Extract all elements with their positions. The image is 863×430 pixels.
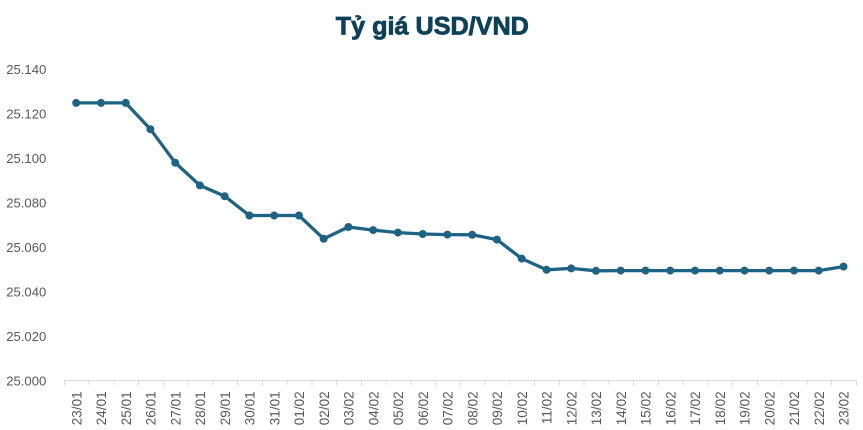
svg-text:31/01: 31/01: [267, 391, 282, 425]
svg-text:25.080: 25.080: [6, 196, 46, 211]
svg-text:13/02: 13/02: [589, 391, 604, 425]
svg-text:17/02: 17/02: [688, 391, 703, 425]
svg-text:24/01: 24/01: [94, 391, 109, 425]
svg-text:22/02: 22/02: [812, 391, 827, 425]
svg-text:19/02: 19/02: [738, 391, 753, 425]
svg-text:11/02: 11/02: [540, 391, 555, 424]
svg-text:10/02: 10/02: [515, 391, 530, 425]
svg-text:05/02: 05/02: [391, 391, 406, 425]
svg-text:25.000: 25.000: [6, 373, 46, 388]
svg-text:23/01: 23/01: [69, 391, 84, 425]
svg-text:18/02: 18/02: [713, 391, 728, 425]
svg-text:25.140: 25.140: [6, 62, 46, 77]
svg-text:08/02: 08/02: [465, 391, 480, 425]
svg-text:25.020: 25.020: [6, 329, 46, 344]
svg-text:Tỷ giá USD/VND: Tỷ giá USD/VND: [336, 13, 529, 41]
svg-text:16/02: 16/02: [663, 391, 678, 425]
svg-text:30/01: 30/01: [243, 391, 258, 425]
svg-text:25/01: 25/01: [119, 391, 134, 425]
svg-text:21/02: 21/02: [787, 391, 802, 425]
svg-text:07/02: 07/02: [441, 391, 456, 425]
svg-text:09/02: 09/02: [490, 391, 505, 425]
svg-text:01/02: 01/02: [292, 391, 307, 425]
svg-text:29/01: 29/01: [218, 391, 233, 425]
svg-text:23/02: 23/02: [837, 391, 852, 425]
svg-text:28/01: 28/01: [193, 391, 208, 425]
svg-text:27/01: 27/01: [168, 391, 183, 425]
svg-text:03/02: 03/02: [342, 391, 357, 425]
svg-text:25.100: 25.100: [6, 151, 46, 166]
svg-text:04/02: 04/02: [366, 391, 381, 425]
svg-text:25.060: 25.060: [6, 240, 46, 255]
svg-text:15/02: 15/02: [639, 391, 654, 425]
svg-text:20/02: 20/02: [762, 391, 777, 425]
svg-text:25.040: 25.040: [6, 284, 46, 299]
svg-text:14/02: 14/02: [614, 391, 629, 425]
svg-text:26/01: 26/01: [144, 391, 159, 425]
svg-text:12/02: 12/02: [564, 391, 579, 425]
svg-text:06/02: 06/02: [416, 391, 431, 425]
svg-text:02/02: 02/02: [317, 391, 332, 425]
svg-text:25.120: 25.120: [6, 107, 46, 122]
